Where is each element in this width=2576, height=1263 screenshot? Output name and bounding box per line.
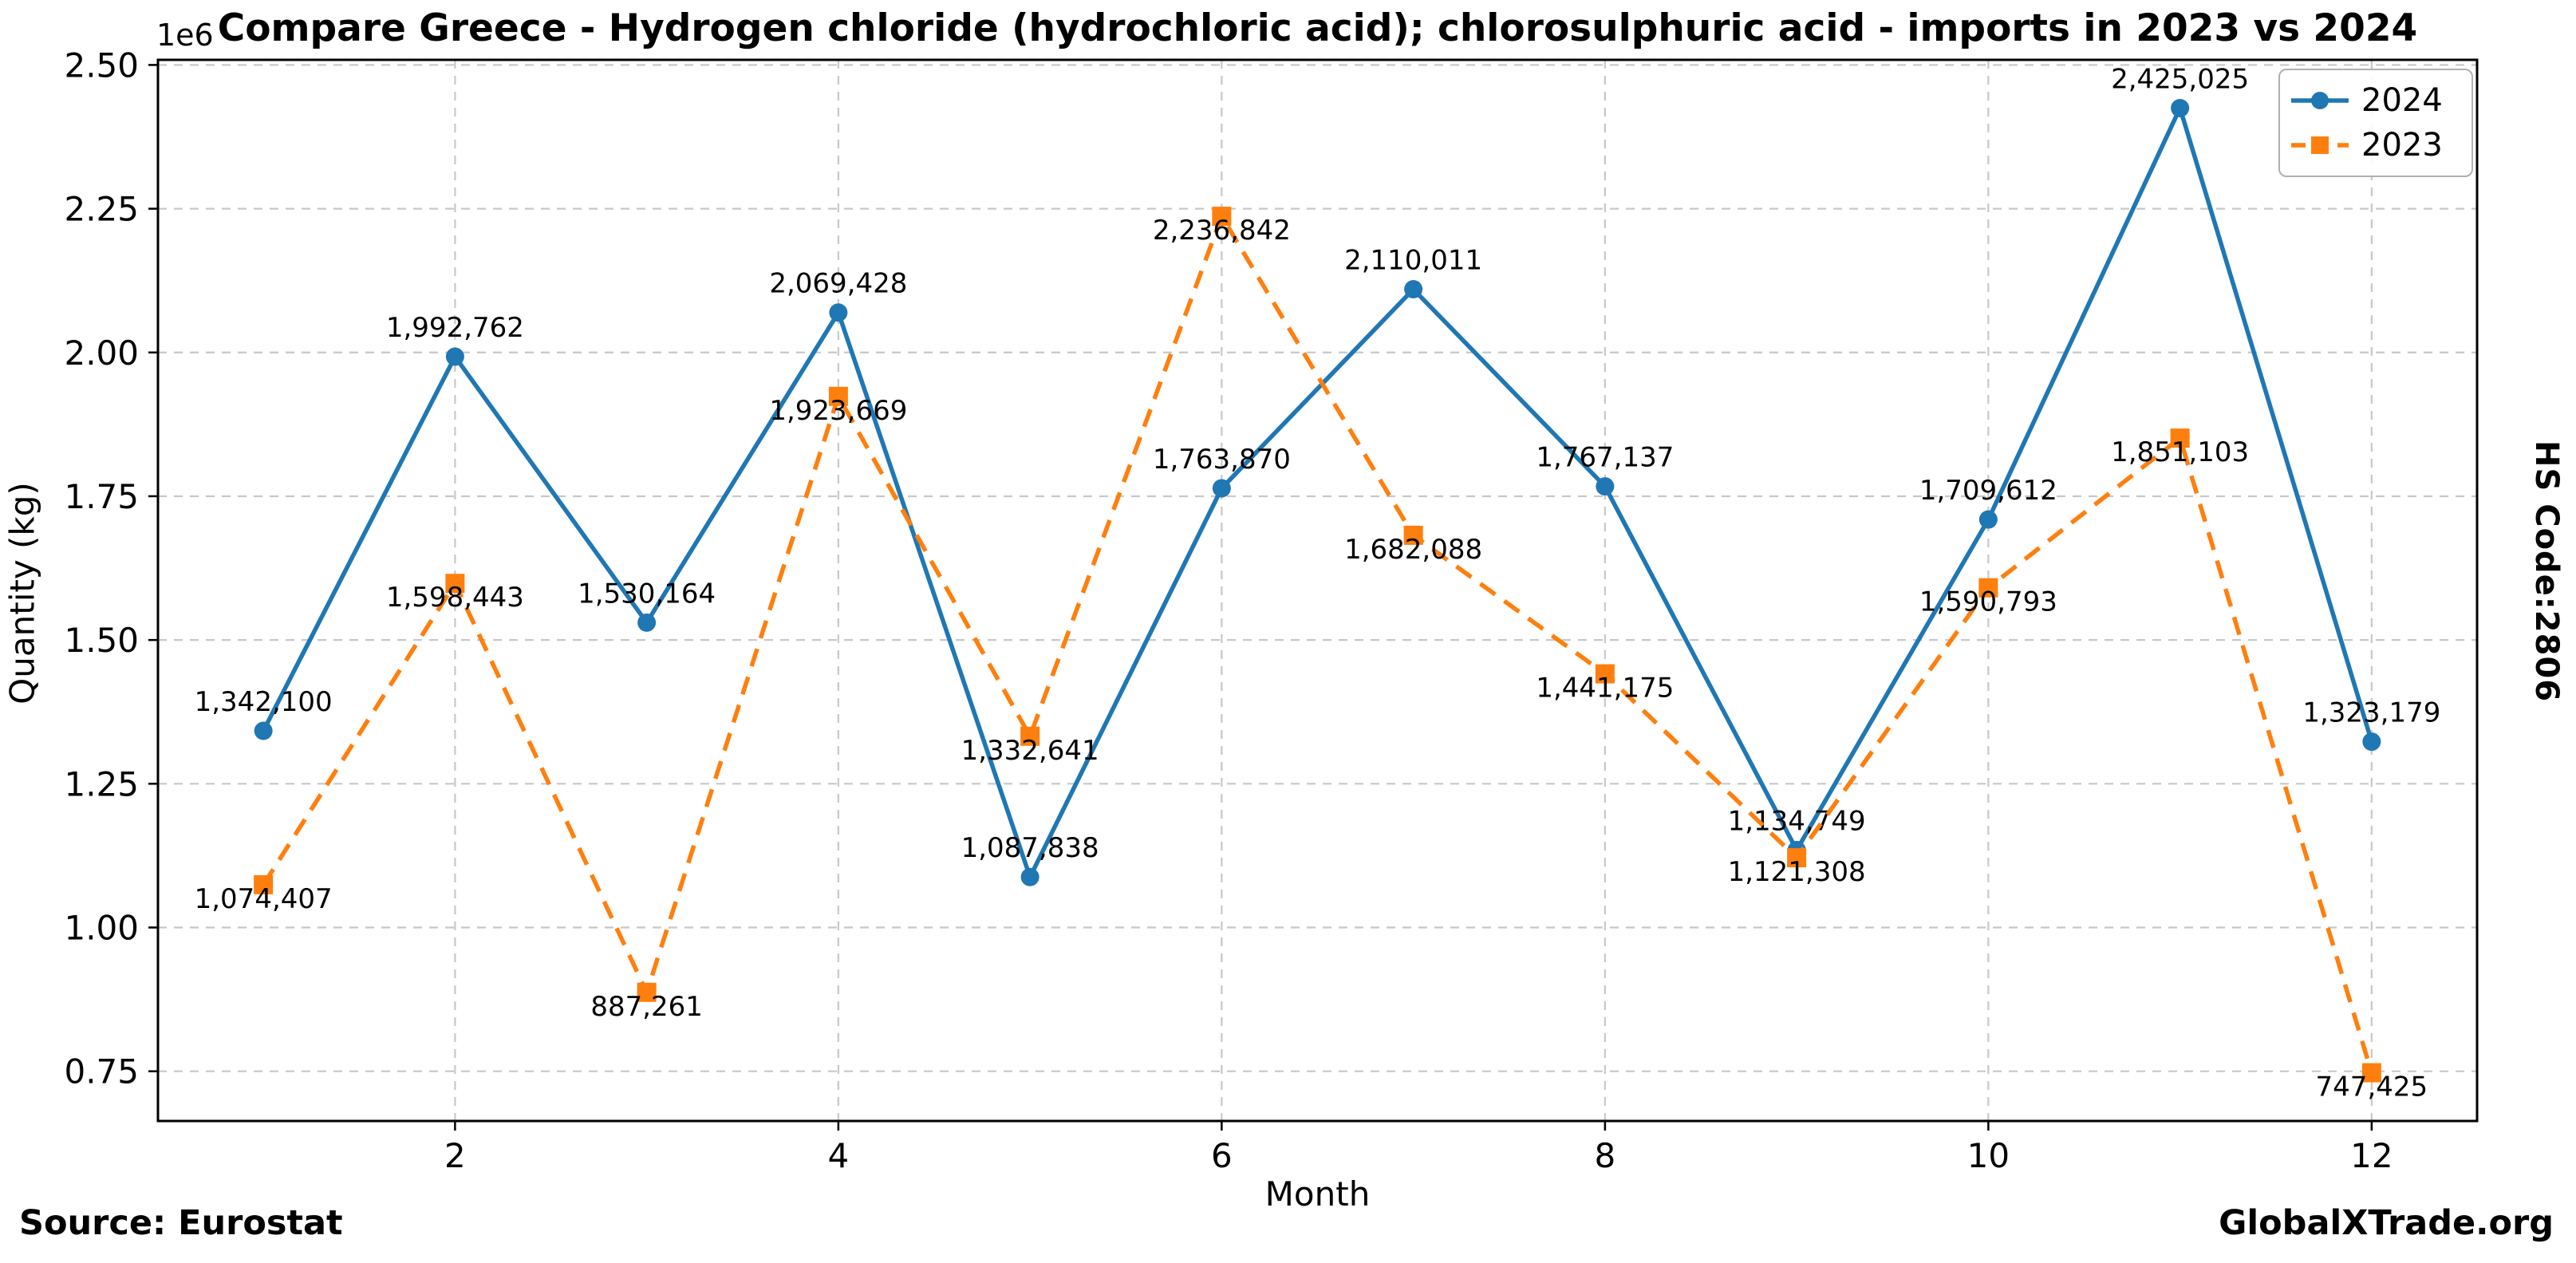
legend-item-2024: 2024: [2290, 78, 2467, 123]
data-label-2024: 1,530,164: [578, 578, 716, 610]
marker-square: [1787, 848, 1807, 868]
series-line-2024: [261, 105, 2374, 879]
marker-square: [828, 386, 848, 406]
source-note: Source: Eurostat: [19, 1203, 343, 1243]
legend: 2024 2023: [2278, 69, 2473, 177]
marker-circle: [829, 303, 848, 322]
marker-circle: [445, 347, 464, 366]
y-tick-label: 2.00: [64, 334, 139, 373]
data-label-2023: 1,851,103: [2111, 436, 2249, 468]
legend-label-2024: 2024: [2361, 82, 2443, 119]
data-label-2023: 1,074,407: [195, 883, 333, 915]
x-tick-label: 2: [444, 1136, 466, 1175]
y-tick-label: 1.50: [64, 621, 139, 660]
marker-square: [1212, 207, 1232, 227]
data-label-2023: 1,923,669: [769, 395, 907, 427]
data-label-2024: 1,134,749: [1728, 805, 1866, 837]
data-label-2024: 1,767,137: [1536, 442, 1674, 474]
data-label-2024: 1,709,612: [1919, 475, 2057, 507]
legend-label-2023: 2023: [2361, 127, 2443, 164]
marker-circle: [1212, 479, 1231, 498]
y-tick-label: 1.00: [64, 909, 139, 948]
data-label-2023: 1,598,443: [386, 582, 524, 614]
marker-circle: [2171, 98, 2190, 117]
data-label-2024: 1,087,838: [961, 832, 1099, 864]
marker-circle: [637, 613, 657, 632]
y-tick-label: 0.75: [64, 1052, 139, 1091]
marker-circle: [1978, 510, 1998, 529]
marker-circle: [2362, 732, 2381, 752]
data-label-2024: 1,763,870: [1153, 444, 1291, 476]
legend-line-sample-2024: [2291, 92, 2349, 109]
hs-code-label: HS Code:2806: [2528, 440, 2565, 703]
marker-square: [1403, 525, 1423, 545]
data-label-2023: 747,425: [2316, 1072, 2428, 1103]
y-axis-offset-text: 1e6: [156, 18, 214, 53]
series-line-2023: [261, 214, 2374, 1074]
data-label-2024: 1,323,179: [2302, 697, 2440, 729]
chart-title: Compare Greece - Hydrogen chloride (hydr…: [217, 6, 2418, 50]
marker-circle: [1404, 279, 1423, 298]
marker-square: [445, 574, 465, 594]
data-label-2024: 2,110,011: [1344, 244, 1482, 276]
data-label-2023: 1,121,308: [1728, 856, 1866, 888]
data-label-2024: 1,342,100: [195, 686, 333, 718]
data-label-2023: 887,261: [590, 991, 703, 1023]
data-label-2023: 1,441,175: [1536, 673, 1674, 705]
data-label-2024: 2,069,428: [769, 268, 907, 300]
x-tick-label: 10: [1967, 1136, 2010, 1175]
x-tick-label: 8: [1595, 1136, 1616, 1175]
marker-circle: [254, 721, 273, 740]
marker-square: [254, 874, 274, 894]
axes-spines: [156, 58, 2479, 1123]
marker-square: [1978, 578, 1998, 598]
x-tick-label: 4: [828, 1136, 850, 1175]
data-label-2023: 1,590,793: [1919, 586, 2057, 618]
marker-square: [2361, 1063, 2381, 1083]
data-label-2023: 2,236,842: [1153, 215, 1291, 247]
marker-square: [637, 982, 657, 1002]
x-axis-label: Month: [1264, 1174, 1371, 1214]
x-tick-label: 6: [1211, 1136, 1233, 1175]
legend-line-sample-2023: [2291, 136, 2349, 154]
marker-circle: [1596, 477, 1615, 496]
marker-square: [1595, 664, 1615, 684]
marker-square: [2170, 428, 2190, 448]
data-label-2023: 1,332,641: [961, 735, 1099, 767]
y-tick-label: 2.25: [64, 190, 139, 229]
data-label-2024: 2,425,025: [2111, 63, 2249, 95]
y-tick-label: 2.50: [64, 45, 139, 85]
legend-item-2023: 2023: [2290, 123, 2467, 168]
marker-square: [1020, 726, 1040, 746]
y-tick-label: 1.25: [64, 764, 139, 803]
brand-note: GlobalXTrade.org: [2219, 1203, 2554, 1243]
data-label-2024: 1,992,762: [386, 312, 524, 344]
x-tick-label: 12: [2350, 1136, 2393, 1175]
data-label-2023: 1,682,088: [1344, 534, 1482, 566]
y-tick-label: 1.75: [64, 477, 139, 516]
marker-circle: [1020, 867, 1039, 886]
